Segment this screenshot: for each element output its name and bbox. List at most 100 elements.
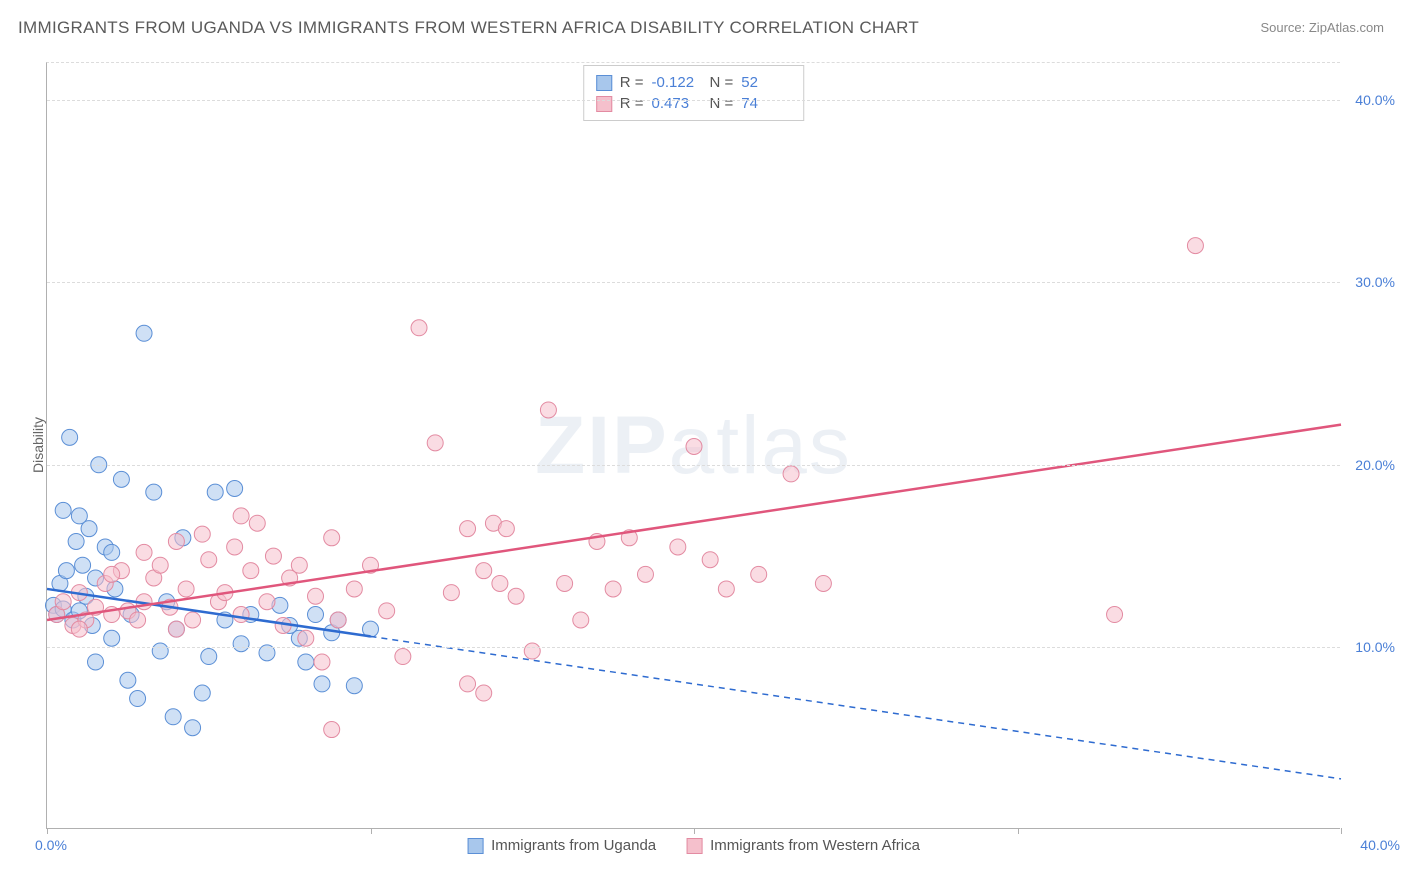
data-point [136,325,152,341]
data-point [476,563,492,579]
data-point [346,581,362,597]
data-point [136,544,152,560]
data-point [395,649,411,665]
data-point [605,581,621,597]
data-point [751,566,767,582]
data-point [460,521,476,537]
data-point [113,471,129,487]
data-point [120,672,136,688]
swatch-uganda-icon [467,838,483,854]
data-point [243,563,259,579]
data-point [298,654,314,670]
data-point [152,643,168,659]
data-point [233,508,249,524]
data-point [259,594,275,610]
data-point [379,603,395,619]
data-point [201,649,217,665]
chart-title: IMMIGRANTS FROM UGANDA VS IMMIGRANTS FRO… [18,18,919,38]
data-point [152,557,168,573]
data-point [427,435,443,451]
y-tick-label: 30.0% [1355,274,1395,290]
gridline [47,465,1340,466]
x-tick-mark [1341,828,1342,834]
data-point [71,621,87,637]
data-point [314,654,330,670]
legend-item-uganda: Immigrants from Uganda [467,837,656,854]
data-point [492,575,508,591]
data-point [233,607,249,623]
data-point [146,484,162,500]
source-attribution: Source: ZipAtlas.com [1260,20,1384,35]
data-point [233,636,249,652]
data-point [314,676,330,692]
x-tick-mark [47,828,48,834]
data-point [443,585,459,601]
data-point [75,557,91,573]
data-point [573,612,589,628]
y-axis-label: Disability [30,417,46,473]
data-point [104,544,120,560]
data-point [686,439,702,455]
gridline [47,100,1340,101]
gridline [47,647,1340,648]
data-point [68,533,84,549]
data-point [291,557,307,573]
data-point [55,502,71,518]
data-point [540,402,556,418]
data-point [165,709,181,725]
data-point [670,539,686,555]
data-point [298,630,314,646]
x-axis-min-label: 0.0% [35,837,67,853]
series-name-wafrica: Immigrants from Western Africa [710,837,920,854]
legend-item-wafrica: Immigrants from Western Africa [686,837,920,854]
data-point [227,481,243,497]
data-point [58,563,74,579]
data-point [265,548,281,564]
data-point [194,526,210,542]
data-point [557,575,573,591]
trend-line-extrapolated [371,636,1342,778]
data-point [324,722,340,738]
data-point [346,678,362,694]
data-point [249,515,265,531]
swatch-wafrica-icon [686,838,702,854]
series-name-uganda: Immigrants from Uganda [491,837,656,854]
data-point [783,466,799,482]
data-point [498,521,514,537]
data-point [88,654,104,670]
data-point [130,612,146,628]
data-point [55,594,71,610]
y-tick-label: 10.0% [1355,639,1395,655]
chart-svg [47,63,1340,828]
series-legend: Immigrants from Uganda Immigrants from W… [467,837,920,854]
data-point [1107,607,1123,623]
x-tick-mark [1018,828,1019,834]
data-point [178,581,194,597]
data-point [194,685,210,701]
data-point [168,621,184,637]
data-point [1187,238,1203,254]
data-point [411,320,427,336]
data-point [702,552,718,568]
data-point [185,720,201,736]
data-point [718,581,734,597]
plot-area: ZIPatlas R = -0.122 N = 52 R = 0.473 N =… [46,62,1340,829]
data-point [308,588,324,604]
x-axis-max-label: 40.0% [1360,837,1400,853]
data-point [185,612,201,628]
data-point [201,552,217,568]
data-point [476,685,492,701]
data-point [207,484,223,500]
y-tick-label: 20.0% [1355,457,1395,473]
data-point [330,612,346,628]
x-tick-mark [371,828,372,834]
data-point [524,643,540,659]
data-point [324,530,340,546]
data-point [130,691,146,707]
data-point [460,676,476,692]
x-tick-mark [694,828,695,834]
data-point [81,521,97,537]
data-point [508,588,524,604]
gridline [47,282,1340,283]
data-point [815,575,831,591]
